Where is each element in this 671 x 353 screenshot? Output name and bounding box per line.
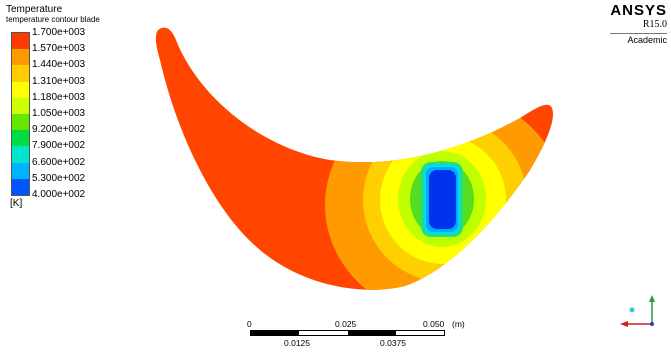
legend-level-label: 7.900e+002 bbox=[32, 140, 86, 152]
legend-level-label: 1.700e+003 bbox=[32, 27, 86, 38]
legend-level-label: 6.600e+002 bbox=[32, 156, 86, 168]
legend-color-cell bbox=[12, 65, 29, 82]
ansys-brand: ANSYS R15.0 Academic bbox=[610, 3, 667, 46]
legend-level-label: 5.300e+002 bbox=[32, 172, 86, 184]
scale-bar bbox=[250, 330, 445, 336]
legend-level-label: 1.180e+003 bbox=[32, 91, 86, 103]
scale-label-0050: 0.050 bbox=[423, 319, 445, 329]
legend-color-cell bbox=[12, 130, 29, 147]
scale-label-00125: 0.0125 bbox=[284, 338, 310, 348]
legend-color-cell bbox=[12, 97, 29, 114]
scale-label-0025: 0.025 bbox=[335, 319, 357, 329]
legend-level-label: 4.000e+002 bbox=[32, 188, 86, 200]
scale-segment bbox=[395, 331, 444, 335]
legend-level-label: 1.440e+003 bbox=[32, 59, 86, 71]
brand-version: R15.0 bbox=[642, 19, 667, 30]
contour-core bbox=[429, 170, 456, 229]
legend-level-label: 9.200e+002 bbox=[32, 124, 86, 136]
scale-unit: (m) bbox=[452, 319, 465, 329]
legend-level-label: 1.310e+003 bbox=[32, 75, 86, 87]
legend-color-cell bbox=[12, 33, 29, 50]
scale-segment bbox=[347, 331, 396, 335]
legend-level-label: 1.570e+003 bbox=[32, 43, 86, 55]
coordinate-axes-triad-icon[interactable] bbox=[614, 290, 666, 334]
legend-color-bar bbox=[11, 32, 30, 196]
brand-name: ANSYS bbox=[610, 2, 667, 19]
legend-level-label: 1.050e+003 bbox=[32, 107, 86, 119]
scale-segment bbox=[251, 331, 300, 335]
legend-color-cell bbox=[12, 162, 29, 179]
legend-color-cell bbox=[12, 178, 29, 195]
scale-label-00375: 0.0375 bbox=[380, 338, 406, 348]
legend-color-cell bbox=[12, 146, 29, 163]
legend-labels: 1.700e+003 1.570e+003 1.440e+003 1.310e+003… bbox=[32, 27, 86, 206]
legend-unit: [K] bbox=[10, 198, 23, 209]
scale-segment bbox=[299, 331, 348, 335]
scale-label-0: 0 bbox=[247, 319, 252, 329]
legend-title: Temperature bbox=[6, 4, 63, 15]
legend-subtitle: temperature contour blade bbox=[6, 15, 100, 24]
brand-edition: Academic bbox=[610, 33, 667, 46]
legend-color-cell bbox=[12, 81, 29, 98]
legend-color-cell bbox=[12, 49, 29, 66]
legend-color-cell bbox=[12, 113, 29, 131]
